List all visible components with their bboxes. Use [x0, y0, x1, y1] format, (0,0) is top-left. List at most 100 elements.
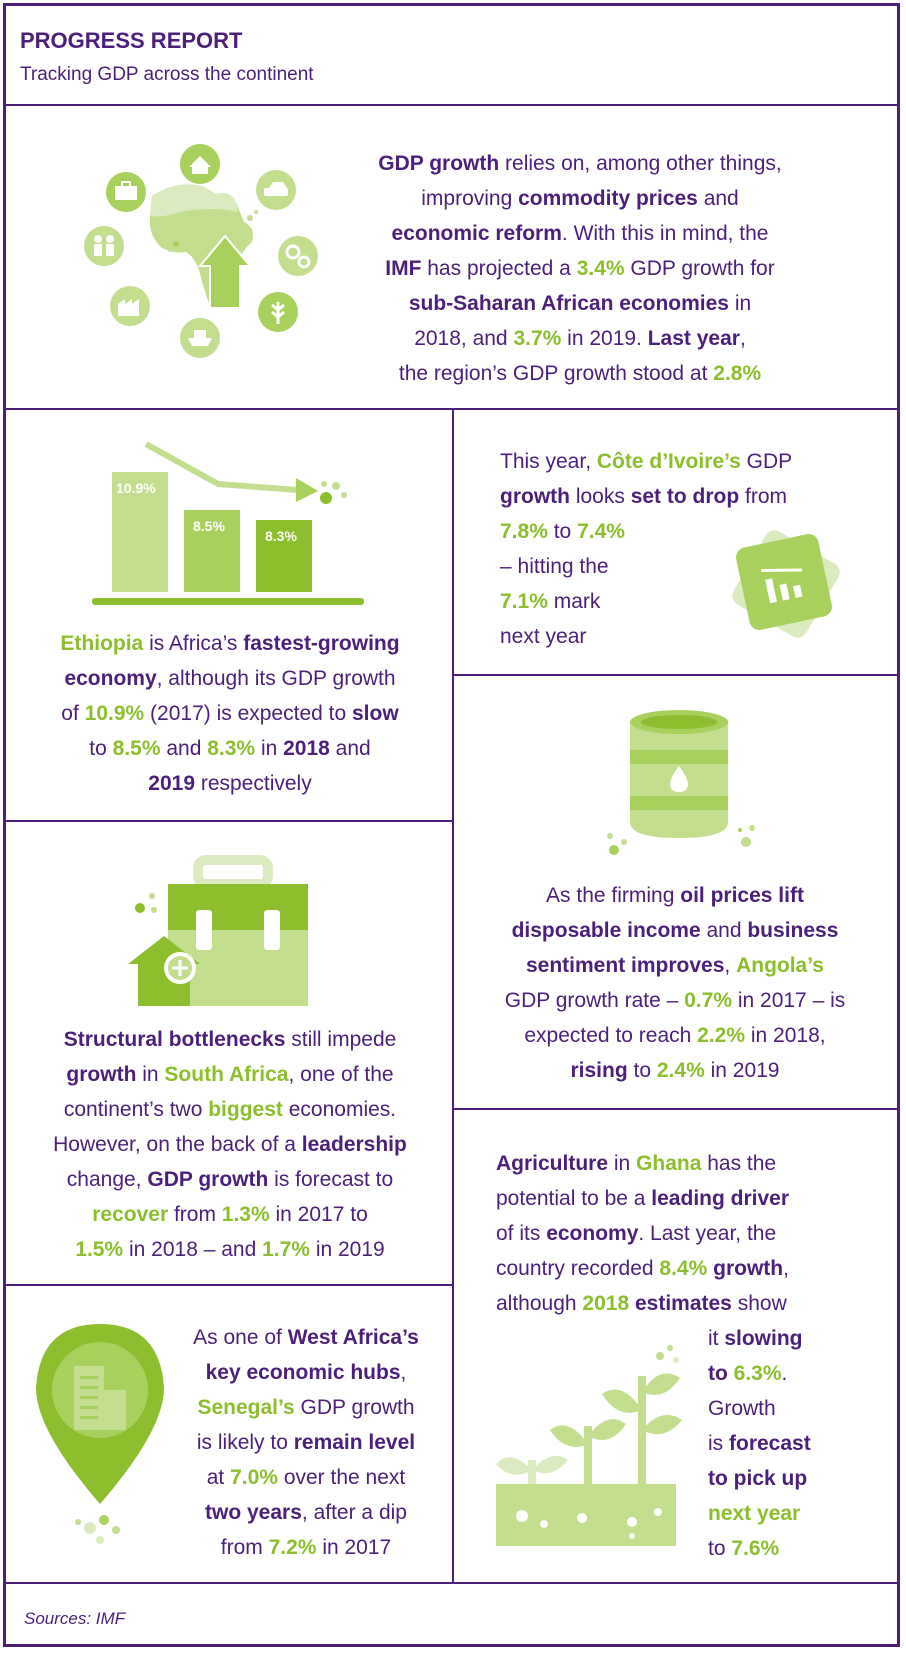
ethiopia-text: Ethiopia is Africa’s fastest-growing eco… — [10, 626, 450, 801]
angola-text-span: rising — [570, 1059, 628, 1082]
south-africa-text-span: continent’s two — [63, 1098, 209, 1121]
intro-text-span: improving — [421, 187, 519, 210]
ethiopia-text-span: economy — [64, 667, 157, 690]
gears-icon — [278, 236, 318, 276]
intro-text-span: GDP growth — [378, 152, 500, 175]
ethiopia-line: Ethiopia is Africa’s fastest-growing — [10, 626, 450, 661]
cote-text-span: 7.8% — [500, 520, 548, 543]
senegal-line: is likely to remain level — [166, 1425, 446, 1460]
senegal-line: at 7.0% over the next — [166, 1460, 446, 1495]
south-africa-text-span: , one of the — [288, 1063, 394, 1086]
south-africa-text-span: recover — [92, 1203, 169, 1226]
ghana-line: country recorded 8.4% growth, — [496, 1251, 896, 1286]
angola-text-span: to — [627, 1059, 657, 1082]
angola-text-span: sentiment improves — [526, 954, 725, 977]
senegal-text-span: 7.2% — [268, 1536, 317, 1559]
angola-text: As the firming oil prices lift disposabl… — [460, 878, 890, 1088]
angola-text-span: , — [724, 954, 737, 977]
south-africa-text: Structural bottlenecks still impede grow… — [10, 1022, 450, 1267]
cote-line: 7.8% to 7.4% — [500, 514, 880, 549]
angola-line: disposable income and business — [460, 913, 890, 948]
ghana-text-span: in — [608, 1152, 637, 1175]
cote-text-span: 7.1% — [500, 590, 548, 613]
south-africa-line: change, GDP growth is forecast to — [10, 1162, 450, 1197]
ethiopia-text-span: (2017) is expected to — [144, 702, 352, 725]
sources-note: Sources: IMF — [24, 1609, 126, 1628]
intro-text-span: relies on, among other things, — [499, 152, 782, 175]
ghana-line: although 2018 estimates show — [496, 1286, 896, 1321]
ghana-line: Agriculture in Ghana has the — [496, 1146, 896, 1181]
ethiopia-line: of 10.9% (2017) is expected to slow — [10, 696, 450, 731]
cote-text-span: mark — [547, 590, 601, 613]
senegal-text-span: key economic hubs — [205, 1361, 401, 1384]
south-africa-line: growth in South Africa, one of the — [10, 1057, 450, 1092]
senegal-line: Senegal’s GDP growth — [166, 1390, 446, 1425]
cote-line: next year — [500, 625, 587, 648]
ghana-text-span: growth — [707, 1257, 784, 1280]
south-africa-text-span: change, — [66, 1168, 148, 1191]
south-africa-text-span: GDP growth — [147, 1168, 269, 1191]
angola-text-span: 2.4% — [656, 1059, 705, 1082]
divider-cote — [452, 674, 900, 676]
divider-footer — [3, 1582, 900, 1584]
ethiopia-bar-2018 — [184, 510, 240, 592]
ethiopia-text-span: fastest-growing — [243, 632, 400, 655]
infographic-frame — [3, 3, 900, 1647]
ghana-text-span: Agriculture — [496, 1152, 609, 1175]
angola-line: As the firming oil prices lift — [460, 878, 890, 913]
chart-tile-icon — [732, 530, 840, 638]
divider-ethiopia — [3, 820, 453, 822]
home-icon — [180, 144, 220, 184]
angola-text-span: 2.2% — [697, 1024, 746, 1047]
ghana-line: of its economy. Last year, the — [496, 1216, 896, 1251]
divider-header — [3, 104, 900, 106]
divider-intro — [3, 408, 900, 410]
intro-text-span: sub-Saharan African economies — [408, 292, 729, 315]
south-africa-line: recover from 1.3% in 2017 to — [10, 1197, 450, 1232]
senegal-line: As one of West Africa’s — [166, 1320, 446, 1355]
intro-text-span: . With this in mind, the — [561, 222, 769, 245]
ghana-text-span: of its — [496, 1222, 547, 1245]
car-icon — [256, 170, 296, 210]
south-africa-line: However, on the back of a leadership — [10, 1127, 450, 1162]
intro-line: GDP growth relies on, among other things… — [350, 146, 810, 181]
angola-text-span: oil prices lift — [680, 884, 804, 907]
south-africa-text-span: 1.7% — [262, 1238, 310, 1261]
senegal-text-span: , — [400, 1361, 407, 1384]
angola-text-span: expected to reach — [524, 1024, 698, 1047]
intro-text-span: 3.7% — [513, 327, 562, 350]
senegal-line: two years, after a dip — [166, 1495, 446, 1530]
intro-text-span: in — [728, 292, 752, 315]
south-africa-text-span: in — [136, 1063, 165, 1086]
south-africa-text-span: Structural bottlenecks — [63, 1028, 286, 1051]
ghana-text-span: to — [708, 1362, 734, 1385]
intro-text-span: the region’s GDP growth stood at — [398, 362, 714, 385]
ghana-text-span: slowing — [724, 1327, 803, 1350]
ghana-text-span: 8.4% — [659, 1257, 708, 1280]
south-africa-text-span: 1.5% — [75, 1238, 124, 1261]
ethiopia-text-span: 2018 — [283, 737, 330, 760]
intro-text-span: 2.8% — [713, 362, 762, 385]
angola-text-span: in 2017 – is — [732, 989, 846, 1012]
bar-label-2018: 8.5% — [193, 518, 225, 534]
angola-line: GDP growth rate – 0.7% in 2017 – is — [460, 983, 890, 1018]
south-africa-text-span: leadership — [301, 1133, 407, 1156]
senegal-text-span: GDP growth — [294, 1396, 415, 1419]
south-africa-text-span: biggest — [208, 1098, 283, 1121]
ethiopia-text-span: is Africa’s — [143, 632, 244, 655]
senegal-text-span: is likely to — [196, 1431, 294, 1454]
senegal-text-span: West Africa’s — [287, 1326, 419, 1349]
intro-line: 2018, and 3.7% in 2019. Last year, — [350, 321, 810, 356]
senegal-text-span: from — [220, 1536, 269, 1559]
ethiopia-text-span: of — [61, 702, 85, 725]
ethiopia-text-span: respectively — [195, 772, 312, 795]
ghana-line: it slowing — [708, 1321, 888, 1356]
senegal-text-span: Senegal’s — [197, 1396, 295, 1419]
divider-south-africa — [3, 1284, 453, 1286]
bar-label-2017: 10.9% — [116, 480, 156, 496]
ghana-line: Growth — [708, 1397, 776, 1420]
cote-line: 7.1% mark — [500, 584, 880, 619]
ghana-text-span: . — [781, 1362, 788, 1385]
cote-text-span: Côte d’Ivoire’s — [596, 450, 741, 473]
senegal-line: key economic hubs, — [166, 1355, 446, 1390]
